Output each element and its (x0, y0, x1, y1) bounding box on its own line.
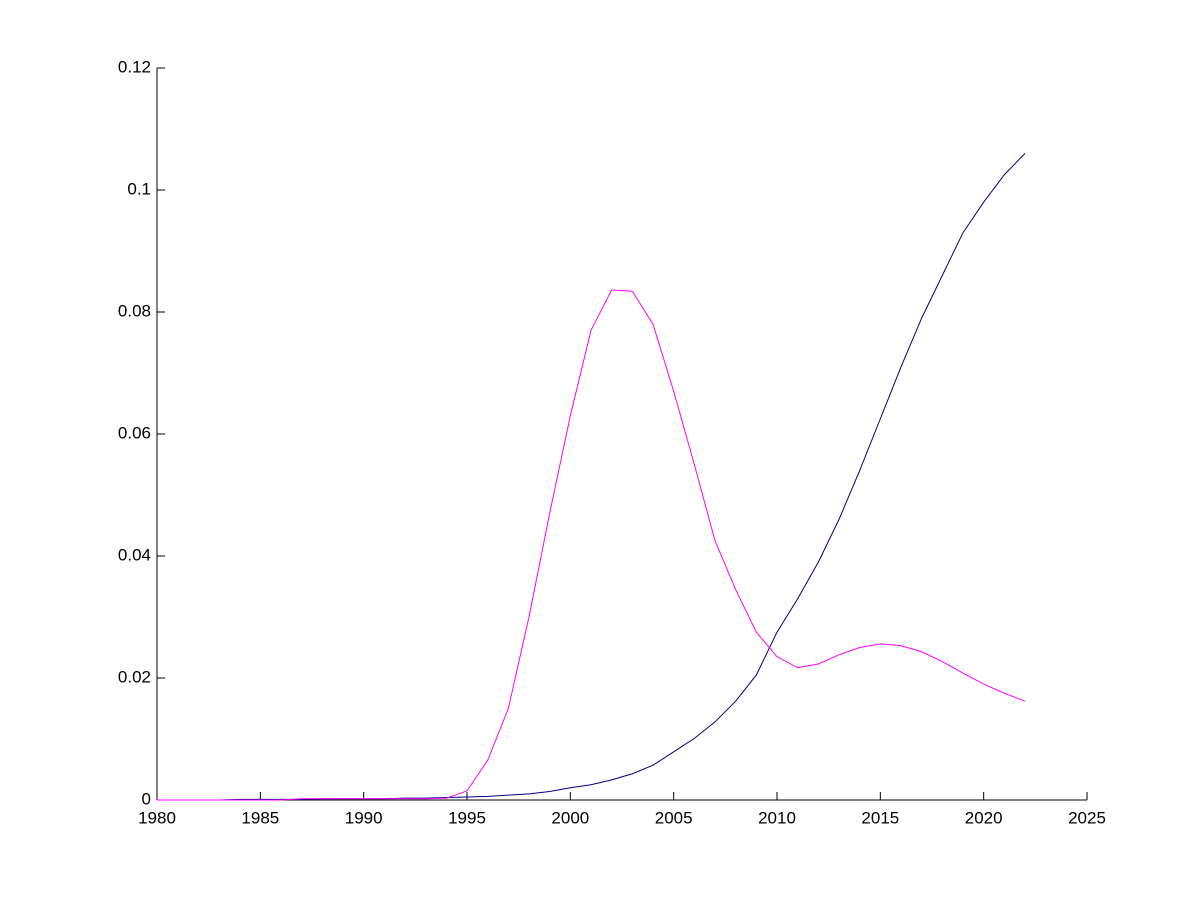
y-tick-label: 0.1 (127, 179, 151, 198)
y-tick-label: 0.04 (118, 545, 151, 564)
y-tick-label: 0 (142, 789, 151, 808)
x-tick-label: 2010 (758, 808, 796, 827)
x-tick-label: 1995 (448, 808, 486, 827)
x-tick-label: 1980 (138, 808, 176, 827)
x-tick-label: 2015 (861, 808, 899, 827)
y-tick-label: 0.06 (118, 423, 151, 442)
x-tick-label: 2000 (551, 808, 589, 827)
x-tick-label: 1990 (345, 808, 383, 827)
y-tick-label: 0.12 (118, 57, 151, 76)
series-line (157, 153, 1026, 801)
y-tick-label: 0.08 (118, 301, 151, 320)
x-tick-label: 2020 (965, 808, 1003, 827)
x-tick-label: 2005 (655, 808, 693, 827)
x-tick-label: 2025 (1068, 808, 1106, 827)
y-tick-label: 0.02 (118, 667, 151, 686)
x-tick-label: 1985 (241, 808, 279, 827)
series-line (157, 289, 1026, 801)
